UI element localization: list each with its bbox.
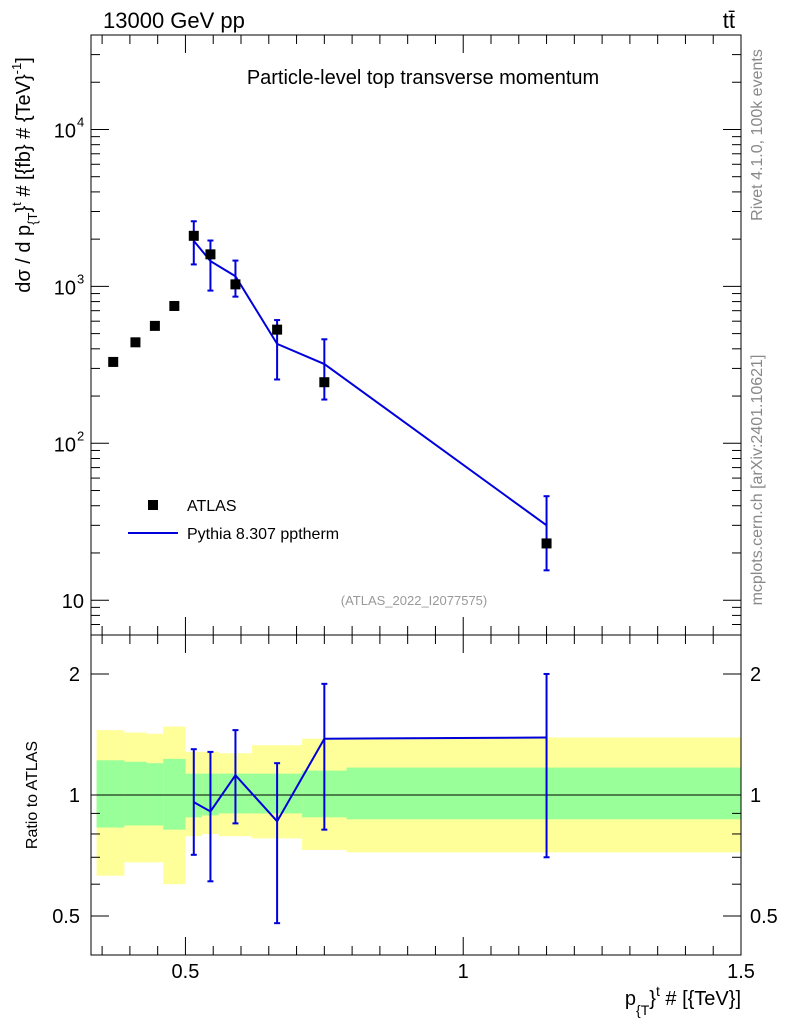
source-label: mcplots.cern.ch [arXiv:2401.10621] <box>749 355 766 606</box>
main-axis-ticks <box>91 34 742 636</box>
x-tick-label: 1 <box>458 961 469 983</box>
main-y-tick-label: 10 <box>54 277 76 299</box>
atlas-data-point <box>149 320 160 331</box>
ratio-line <box>193 736 547 824</box>
main-y-tick-exponent: 4 <box>77 114 84 129</box>
ratio-y-tick-label-left: 2 <box>69 664 80 686</box>
main-title: Particle-level top transverse momentum <box>247 67 599 89</box>
atlas-data-point <box>230 279 241 290</box>
ratio-axis-ticks <box>91 635 742 956</box>
x-axis-label: p{T}t # [{TeV}] <box>625 983 741 1018</box>
x-tick-label: 1.5 <box>727 961 755 983</box>
ratio-panel: 0.5 0.5 1 1 2 2 0.5 1 1.5 Ratio to ATLAS p{T}t #… <box>24 634 778 1018</box>
svg-text:p{T}t # [{TeV}]: p{T}t # [{TeV}] <box>625 983 741 1018</box>
ratio-plot-marks <box>91 672 741 925</box>
main-y-tick-exponent: 2 <box>77 428 84 443</box>
main-panel-frame <box>90 34 742 636</box>
ratio-y-tick-label-left: 1 <box>69 785 80 807</box>
main-y-tick-label: 10 <box>54 120 76 142</box>
ratio-inner-band <box>96 760 125 828</box>
ratio-y-tick-label-right: 2 <box>750 664 761 686</box>
ratio-y-tick-label-right: 0.5 <box>750 906 778 928</box>
main-y-tick-label: 10 <box>62 591 84 613</box>
watermark-label: (ATLAS_2022_I2077575) <box>341 593 487 608</box>
ratio-y-axis-label: Ratio to ATLAS <box>24 741 41 849</box>
atlas-data-point <box>188 230 199 241</box>
rivet-version-label: Rivet 4.1.0, 100k events <box>749 49 766 221</box>
ratio-y-tick-label-left: 0.5 <box>52 906 80 928</box>
process-label: tt̄ <box>723 8 735 33</box>
atlas-data-point <box>130 337 141 348</box>
main-plot-marks <box>108 220 552 572</box>
legend-label-atlas: ATLAS <box>187 498 237 515</box>
main-y-tick-exponent: 3 <box>77 271 84 286</box>
main-panel: Particle-level top transverse momentum (… <box>9 34 742 636</box>
pythia-line <box>193 240 548 527</box>
atlas-data-point <box>319 377 330 388</box>
ratio-inner-band <box>146 763 164 826</box>
atlas-data-point <box>108 356 119 367</box>
main-y-tick-label: 10 <box>54 434 76 456</box>
legend: ATLAS Pythia 8.307 pptherm <box>128 498 339 543</box>
main-y-axis-label: dσ / d p{T}t # [{fb} # {TeV}-1] <box>9 57 40 293</box>
ratio-tick-labels: 0.5 0.5 1 1 2 2 0.5 1 1.5 <box>52 664 778 983</box>
energy-label: 13000 GeV pp <box>103 8 245 33</box>
ratio-inner-band <box>346 767 741 820</box>
atlas-data-point <box>272 324 283 335</box>
atlas-data-point <box>169 300 180 311</box>
atlas-data-point <box>205 249 216 260</box>
atlas-data-point <box>541 538 552 549</box>
ratio-y-tick-label-right: 1 <box>750 785 761 807</box>
ratio-inner-band <box>163 758 186 830</box>
x-tick-label: 0.5 <box>172 961 200 983</box>
legend-marker-atlas <box>148 500 158 510</box>
legend-label-pythia: Pythia 8.307 pptherm <box>187 526 339 543</box>
ratio-inner-band <box>124 761 147 826</box>
svg-text:dσ / d p{T}t # [{fb} # {TeV}-1: dσ / d p{T}t # [{fb} # {TeV}-1] <box>9 57 40 293</box>
